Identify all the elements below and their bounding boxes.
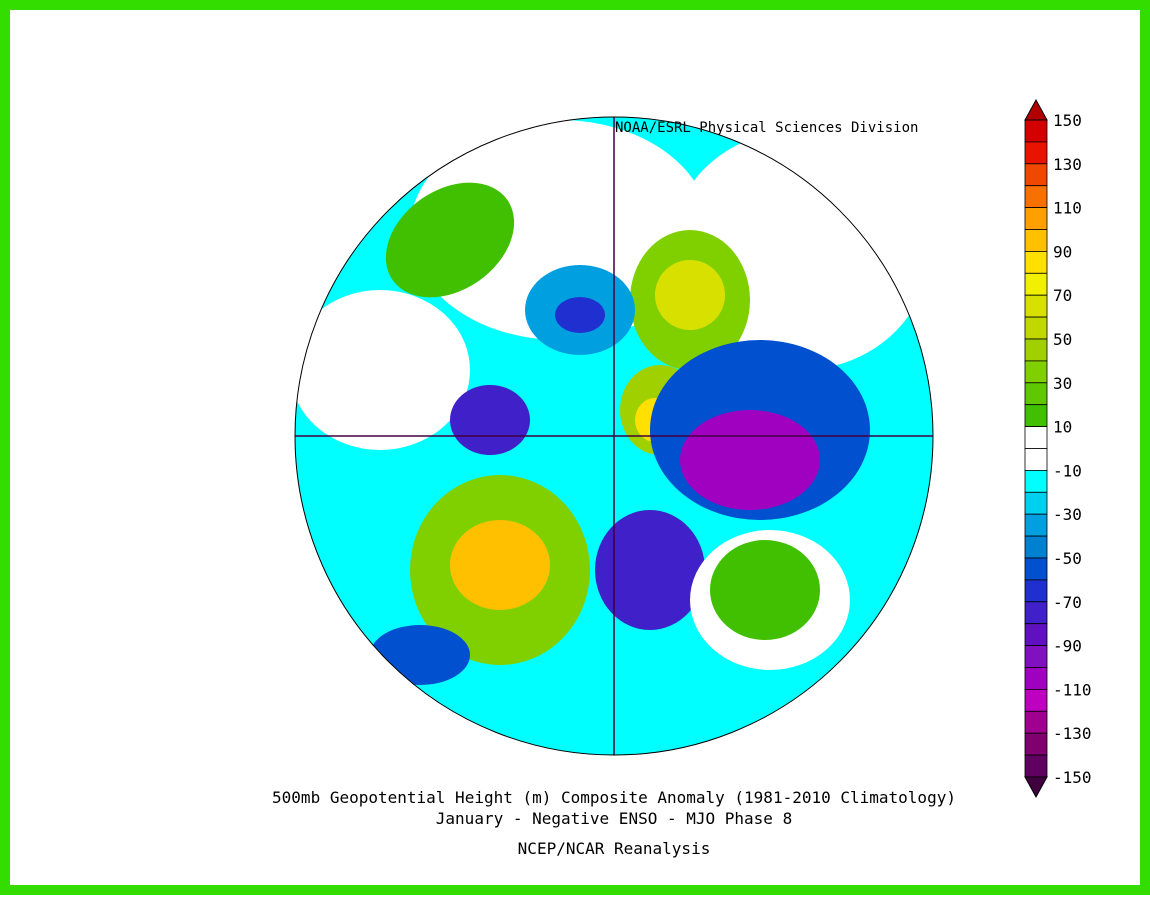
polar-map <box>295 117 933 755</box>
colorbar-swatch <box>1024 382 1048 406</box>
map-subtitle: January - Negative ENSO - MJO Phase 8 <box>436 809 792 828</box>
colorbar-swatch <box>1024 360 1048 384</box>
colorbar-label: 90 <box>1053 242 1072 261</box>
colorbar-label: 70 <box>1053 286 1072 305</box>
colorbar-label: 30 <box>1053 374 1072 393</box>
colorbar-label: -130 <box>1053 724 1092 743</box>
colorbar-label: -50 <box>1053 549 1082 568</box>
colorbar-swatch <box>1024 754 1048 778</box>
colorbar-swatch <box>1024 163 1048 187</box>
colorbar-label: -70 <box>1053 593 1082 612</box>
colorbar-swatch <box>1024 250 1048 274</box>
colorbar-label: -90 <box>1053 637 1082 656</box>
colorbar-swatch <box>1024 448 1048 471</box>
colorbar-label: -150 <box>1053 768 1092 787</box>
colorbar-swatch <box>1024 185 1048 208</box>
map-border <box>294 116 934 756</box>
colorbar-swatch <box>1024 229 1048 252</box>
colorbar-label: -30 <box>1053 505 1082 524</box>
colorbar-swatch <box>1024 732 1048 756</box>
map-footer: NCEP/NCAR Reanalysis <box>518 839 711 858</box>
colorbar-label: 50 <box>1053 330 1072 349</box>
colorbar-label: -110 <box>1053 680 1092 699</box>
colorbar-swatch <box>1024 294 1048 318</box>
colorbar-label: 150 <box>1053 111 1082 130</box>
colorbar-swatch <box>1024 601 1048 625</box>
colorbar-under <box>1024 776 1048 799</box>
colorbar-swatch <box>1024 338 1048 362</box>
colorbar: 150 130 110 90 70 50 30 10 -10 -30 -50 -70 -90 -110 -1… <box>1024 98 1092 799</box>
colorbar-swatch <box>1024 469 1048 493</box>
colorbar-swatch <box>1024 689 1048 712</box>
colorbar-swatch <box>1024 272 1048 296</box>
colorbar-swatch <box>1024 710 1048 734</box>
colorbar-swatch <box>1024 579 1048 603</box>
colorbar-swatch <box>1024 535 1048 559</box>
colorbar-swatch <box>1024 404 1048 428</box>
colorbar-swatch <box>1024 513 1048 537</box>
colorbar-swatch <box>1024 645 1048 668</box>
colorbar-swatch <box>1024 667 1048 690</box>
colorbar-label: 10 <box>1053 418 1072 437</box>
source-label: NOAA/ESRL Physical Sciences Division <box>615 120 918 136</box>
colorbar-swatch <box>1024 119 1048 143</box>
colorbar-label: 110 <box>1053 199 1082 218</box>
colorbar-swatch <box>1024 207 1048 230</box>
colorbar-swatch <box>1024 623 1048 647</box>
colorbar-over <box>1024 98 1048 121</box>
colorbar-swatch <box>1024 141 1048 165</box>
colorbar-swatch <box>1024 491 1048 515</box>
colorbar-label: -10 <box>1053 461 1082 480</box>
map-title: 500mb Geopotential Height (m) Composite … <box>272 788 956 807</box>
colorbar-swatch <box>1024 557 1048 581</box>
colorbar-label: 130 <box>1053 155 1082 174</box>
colorbar-swatch <box>1024 426 1048 449</box>
colorbar-swatch <box>1024 316 1048 340</box>
